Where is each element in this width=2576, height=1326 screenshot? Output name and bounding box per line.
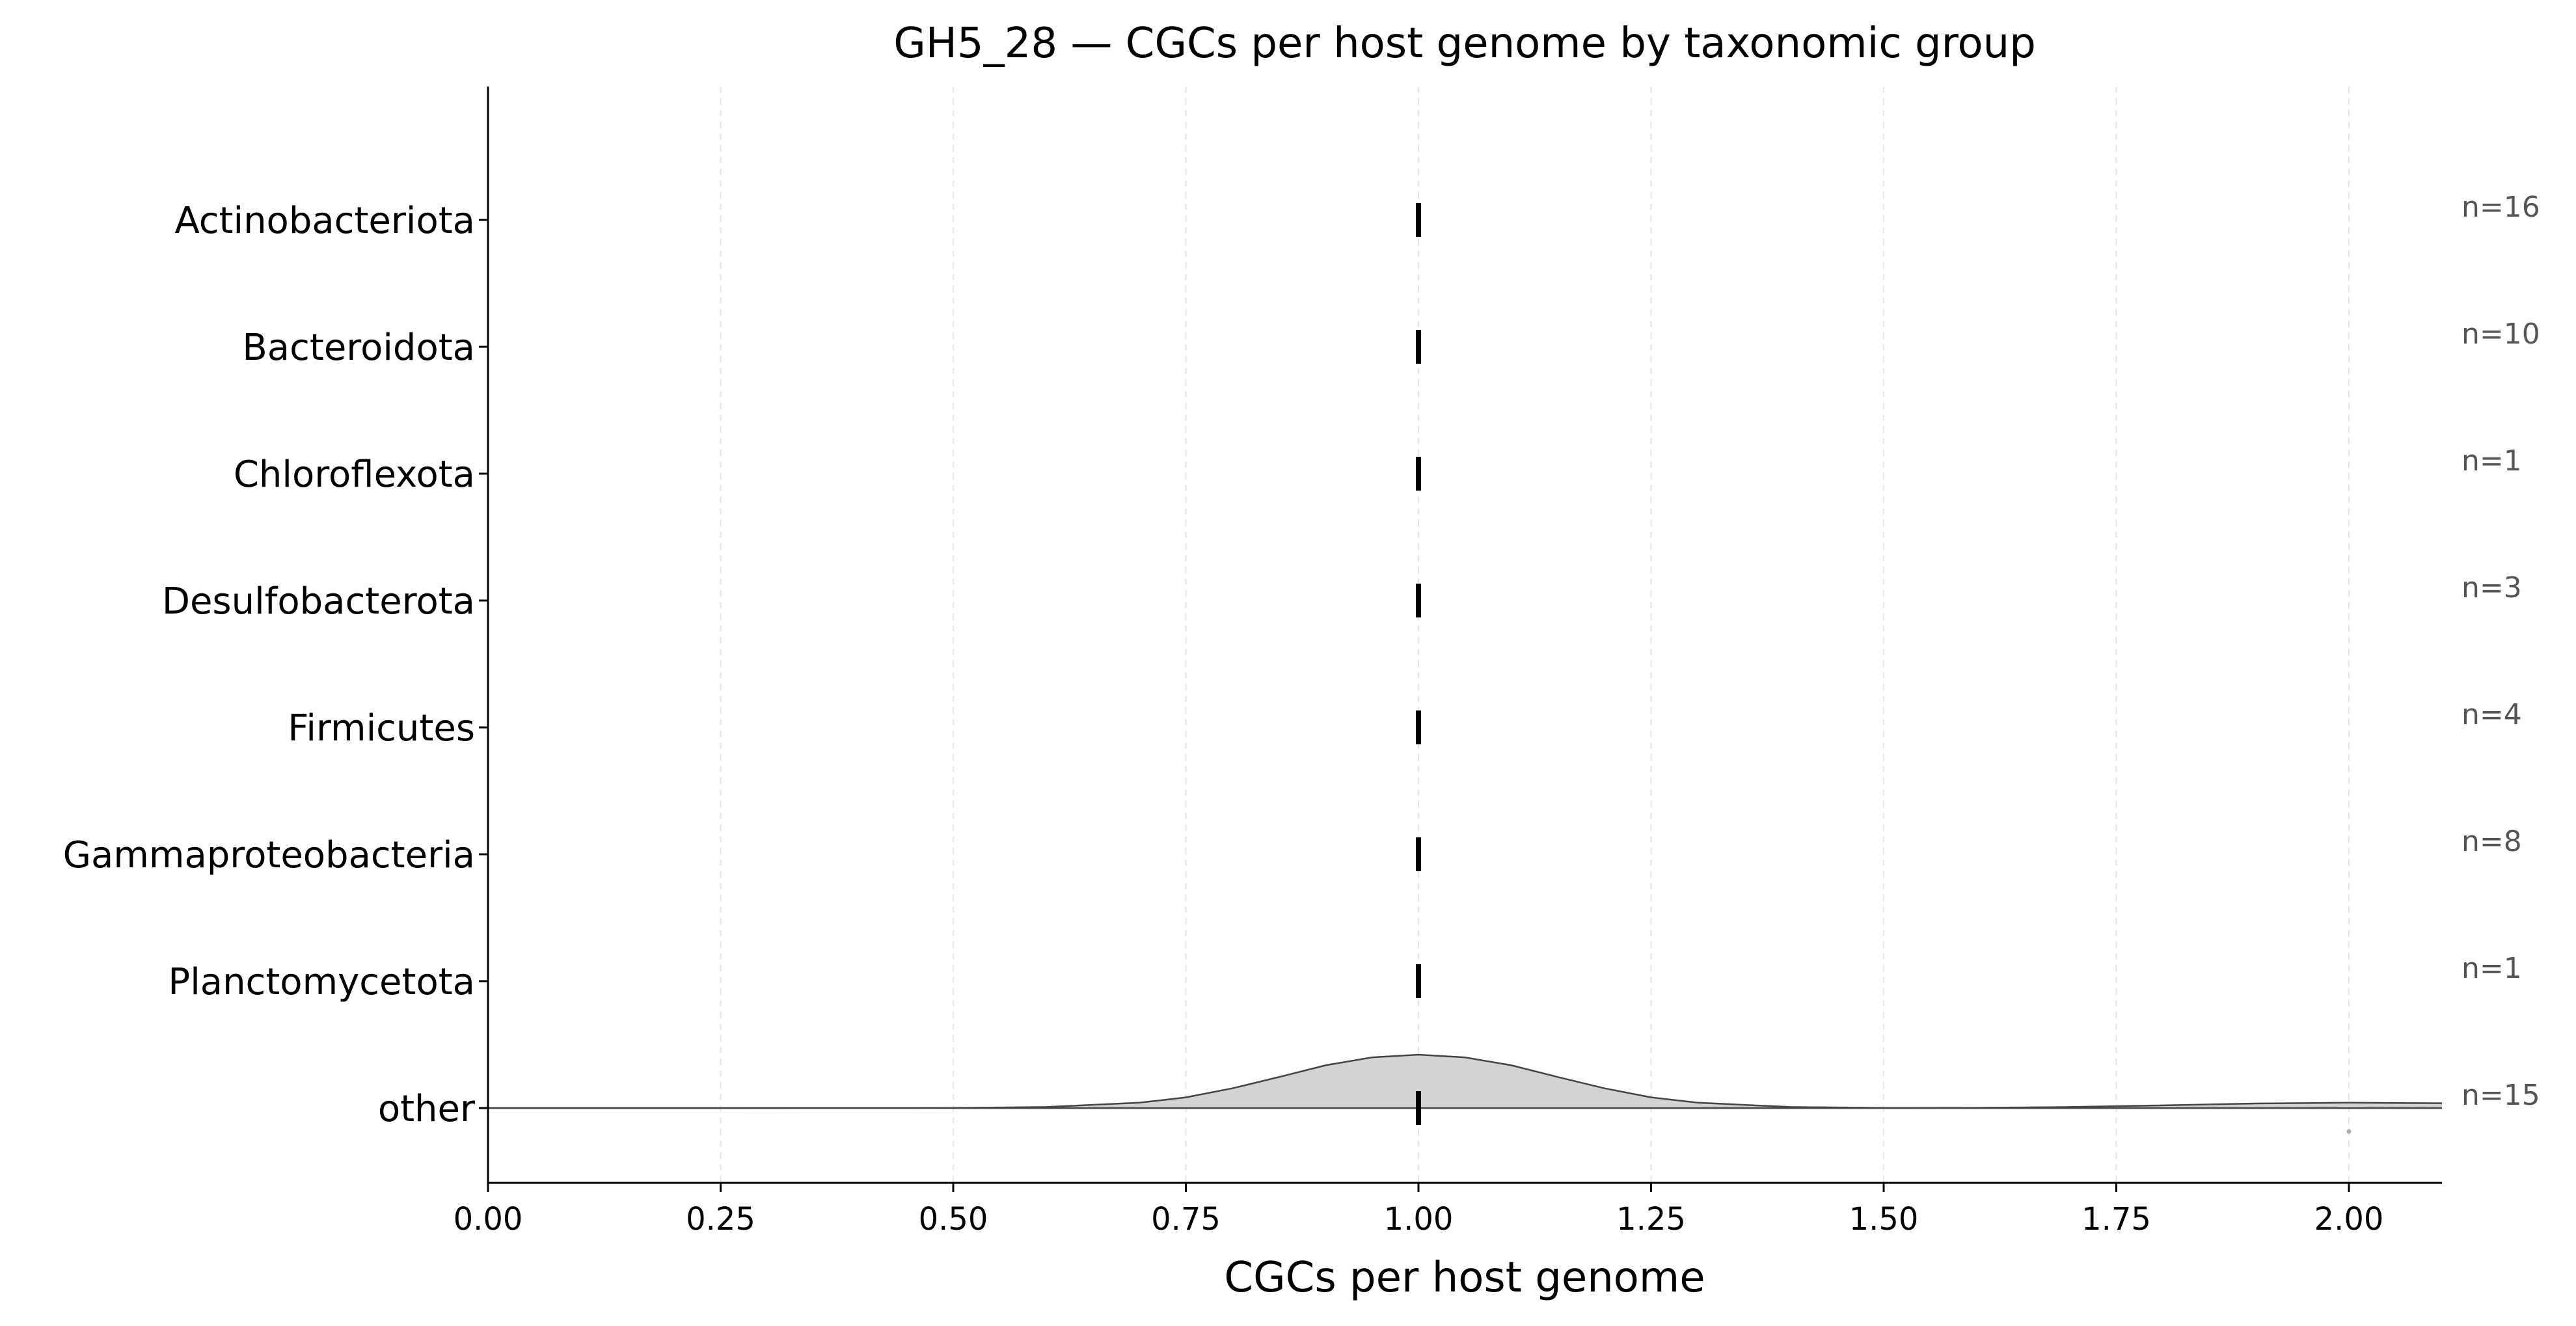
x-tick-label: 0.00 [454, 1201, 523, 1238]
category-label: Desulfobacterota [162, 580, 475, 623]
category-label: Chloroflexota [234, 453, 475, 496]
grid [720, 87, 2350, 1183]
n-label: n=10 [2461, 318, 2540, 351]
category-label: Actinobacteriota [174, 200, 475, 242]
n-label: n=1 [2461, 952, 2522, 985]
category-label: Bacteroidota [242, 327, 475, 369]
x-tick-label: 0.50 [919, 1201, 988, 1238]
x-tick-label: 1.75 [2081, 1201, 2151, 1238]
outlier-point [2346, 1129, 2352, 1134]
axes [487, 87, 2442, 1184]
category-labels: Actinobacteriota Bacteroidota Chloroflexot… [63, 200, 488, 1130]
n-label: n=8 [2461, 825, 2522, 858]
n-label: n=15 [2461, 1079, 2540, 1112]
x-ticks: 0.00 0.25 0.50 0.75 1.00 1.25 1.50 1.75 2.00 [454, 1183, 2384, 1238]
category-label: Firmicutes [288, 707, 475, 750]
n-label: n=4 [2461, 698, 2522, 731]
chart-title: GH5_28 — CGCs per host genome by taxonom… [893, 20, 2036, 68]
x-tick-label: 0.25 [686, 1201, 755, 1238]
category-label: Gammaproteobacteria [63, 834, 475, 876]
density-line [488, 1053, 2443, 1109]
n-labels: n=16 n=10 n=1 n=3 n=4 n=8 n=1 n=15 [2461, 191, 2540, 1112]
n-label: n=1 [2461, 444, 2522, 478]
density-area [488, 1055, 2442, 1108]
x-tick-label: 2.00 [2314, 1201, 2384, 1238]
x-axis-label: CGCs per host genome [1224, 1254, 1705, 1302]
x-tick-label: 1.00 [1384, 1201, 1454, 1238]
x-tick-label: 1.25 [1616, 1201, 1686, 1238]
ridges [488, 1053, 2443, 1134]
x-tick-label: 1.50 [1849, 1201, 1919, 1238]
category-label: Planctomycetota [168, 961, 475, 1003]
n-label: n=3 [2461, 571, 2522, 604]
n-label: n=16 [2461, 191, 2540, 224]
x-tick-label: 0.75 [1151, 1201, 1221, 1238]
category-label: other [378, 1088, 476, 1130]
